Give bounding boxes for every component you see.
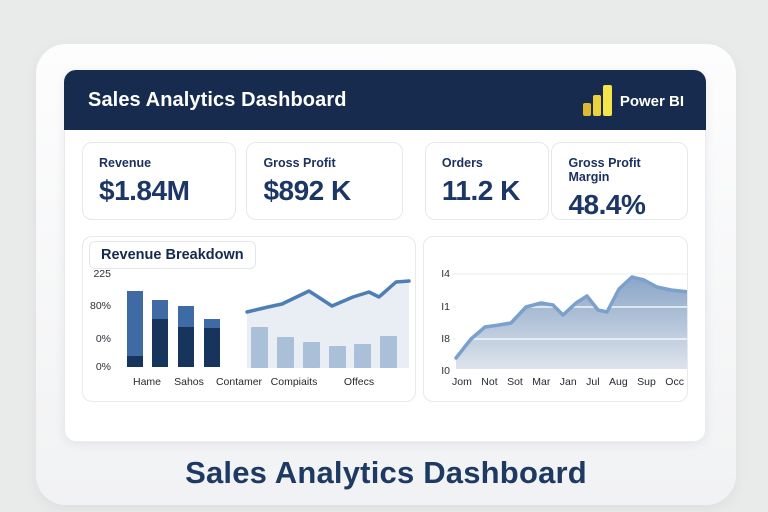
x-tick-label: Mar <box>532 376 551 388</box>
x-tick-label: Sot <box>507 376 523 388</box>
kpi-card-orders[interactable]: Orders 11.2 K <box>424 142 550 220</box>
x-tick-label: Not <box>481 376 498 388</box>
revenue-breakdown-svg <box>127 279 411 368</box>
x-tick-row: Jom Not Sot Mar Jan Jul Aug Sup Occ <box>452 376 684 388</box>
x-tick-label: Compiaits <box>270 376 318 388</box>
kpi-value: $1.84M <box>99 175 190 206</box>
kpi-card-gross-profit[interactable]: Gross Profit $892 K <box>246 142 403 220</box>
y-tick-label: I8 <box>441 333 450 345</box>
y-tick-label: I0 <box>441 365 450 377</box>
dashboard-panel: Sales Analytics Dashboard Power BI Reven… <box>64 70 706 442</box>
y-tick-label: 80% <box>89 300 111 312</box>
x-tick-label: Contamer <box>215 376 263 388</box>
x-tick-label: Occ <box>665 376 684 388</box>
image-caption: Sales Analytics Dashboard <box>185 455 587 490</box>
kpi-value: $892 K <box>263 175 351 206</box>
y-tick-label: 225 <box>93 268 111 280</box>
screenshot-frame: Sales Analytics Dashboard Power BI Reven… <box>36 44 736 505</box>
dashboard-content: Revenue $1.84M Gross Profit $892 K Order… <box>64 130 706 442</box>
brand-name: Power BI <box>619 92 684 110</box>
dashboard-header: Sales Analytics Dashboard Power BI <box>64 70 706 130</box>
dashboard-title: Sales Analytics Dashboard <box>88 88 347 111</box>
kpi-card-revenue[interactable]: Revenue $1.84M <box>82 142 237 220</box>
kpi-label: Revenue <box>99 156 152 170</box>
kpi-value: 11.2 K <box>441 175 520 206</box>
trend-area-chart[interactable]: I4 I1 I8 I0 Jom Not Sot Mar Jan Jul Aug … <box>423 236 688 402</box>
x-tick-label: Offecs <box>343 376 375 388</box>
kpi-label: Orders <box>441 156 483 170</box>
kpi-label: Gross Profit Margin <box>568 156 641 184</box>
kpi-value: 48.4% <box>568 189 646 220</box>
chart-title: Revenue Breakdown <box>89 241 256 269</box>
kpi-row: Revenue $1.84M Gross Profit $892 K Order… <box>82 142 688 220</box>
trend-area-svg <box>452 273 687 369</box>
power-bi-bars-icon <box>582 84 612 116</box>
x-tick-label: Jan <box>559 376 577 388</box>
revenue-breakdown-chart[interactable]: Revenue Breakdown 225 80% 0% 0% Hame Sah… <box>82 236 416 402</box>
x-tick-label: Aug <box>609 376 628 388</box>
x-tick-label: Sup <box>637 376 656 388</box>
y-tick-label: 0% <box>95 361 111 373</box>
y-tick-label: 0% <box>95 333 111 345</box>
x-tick-label: Jom <box>452 376 472 388</box>
y-tick-label: I1 <box>441 301 450 313</box>
charts-row: Revenue Breakdown 225 80% 0% 0% Hame Sah… <box>82 236 688 402</box>
y-tick-label: I4 <box>441 268 450 280</box>
x-tick-label: Jul <box>586 376 600 388</box>
kpi-card-gross-profit-margin[interactable]: Gross Profit Margin 48.4% <box>551 142 688 220</box>
power-bi-brand: Power BI <box>582 84 684 116</box>
x-tick-label: Hame <box>132 376 161 388</box>
x-tick-label: Sahos <box>174 376 204 388</box>
kpi-label: Gross Profit <box>263 156 336 170</box>
